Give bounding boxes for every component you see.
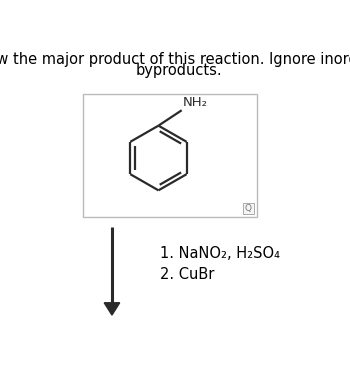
Bar <box>243 203 254 214</box>
Text: Q: Q <box>245 204 252 213</box>
Text: NH₂: NH₂ <box>183 97 208 109</box>
Polygon shape <box>104 303 120 315</box>
Bar <box>83 94 257 217</box>
Text: 2. CuBr: 2. CuBr <box>160 267 214 282</box>
Text: 1. NaNO₂, H₂SO₄: 1. NaNO₂, H₂SO₄ <box>160 246 280 261</box>
Text: Draw the major product of this reaction. Ignore inorganic: Draw the major product of this reaction.… <box>0 52 350 67</box>
Text: byproducts.: byproducts. <box>136 63 223 78</box>
